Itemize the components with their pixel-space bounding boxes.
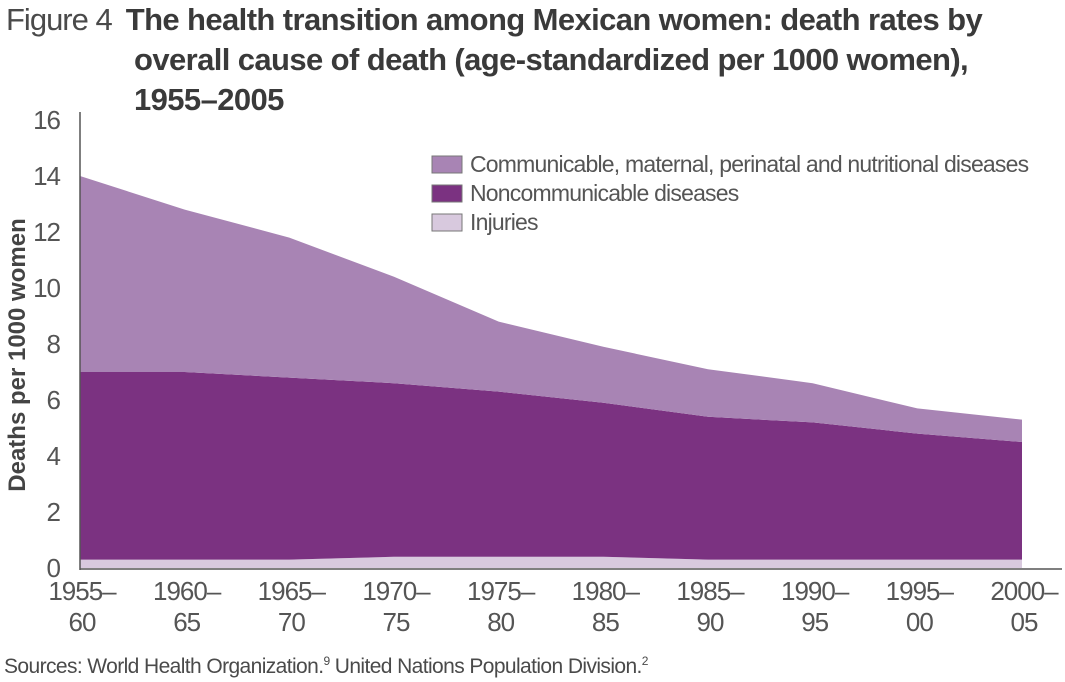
x-tick-label-top: 1965– <box>258 576 327 606</box>
x-tick-label-bottom: 70 <box>278 607 305 637</box>
x-tick-label-bottom: 00 <box>906 607 933 637</box>
title-text-3: 1955–2005 <box>134 82 284 117</box>
figure-label: Figure 4 <box>6 2 113 37</box>
y-tick-label: 2 <box>47 497 61 527</box>
x-tick-label-top: 1990– <box>781 576 850 606</box>
x-tick-label-bottom: 65 <box>173 607 200 637</box>
y-tick-label: 6 <box>47 385 61 415</box>
source-ref-2: 2 <box>641 654 649 668</box>
y-tick-label: 12 <box>33 217 60 247</box>
source-note: Sources: World Health Organization.9 Uni… <box>4 654 648 679</box>
title-line-2: overall cause of death (age-standardized… <box>6 40 1056 80</box>
area-series-communicable-maternal-perinatal-and-nutritional-diseases <box>80 176 1022 442</box>
source-text-2: United Nations Population Division. <box>329 655 643 678</box>
legend-label: Injuries <box>470 209 538 235</box>
title-text-1: The health transition among Mexican wome… <box>125 2 983 37</box>
source-text-1: Sources: World Health Organization. <box>4 655 324 678</box>
figure-title: Figure 4 The health transition among Mexi… <box>6 0 1056 120</box>
source-ref-1: 9 <box>323 654 330 668</box>
y-tick-label: 8 <box>47 329 61 359</box>
x-tick-label-top: 1970– <box>362 576 431 606</box>
x-tick-label-bottom: 60 <box>69 607 96 637</box>
title-line-3: 1955–2005 <box>6 80 1056 120</box>
legend-label: Communicable, maternal, perinatal and nu… <box>470 151 1029 177</box>
legend-swatch <box>431 155 463 174</box>
legend-swatch <box>431 213 463 232</box>
x-tick-label-bottom: 90 <box>697 607 724 637</box>
y-tick-label: 4 <box>47 441 61 471</box>
x-tick-label-bottom: 95 <box>801 607 828 637</box>
x-tick-label-top: 1995– <box>886 576 955 606</box>
x-tick-label-top: 1975– <box>467 576 536 606</box>
x-tick-label-bottom: 80 <box>487 607 514 637</box>
title-text-2: overall cause of death (age-standardized… <box>134 42 969 77</box>
y-tick-label: 0 <box>47 553 61 583</box>
y-tick-label: 14 <box>33 161 60 191</box>
legend-swatch <box>431 184 463 203</box>
x-tick-label-bottom: 05 <box>1011 607 1038 637</box>
x-tick-label-top: 1980– <box>572 576 641 606</box>
x-tick-label-top: 1985– <box>676 576 745 606</box>
x-tick-label-top: 2000– <box>990 576 1059 606</box>
area-series-noncommunicable-diseases <box>80 372 1022 560</box>
y-tick-label: 10 <box>33 273 60 303</box>
x-tick-label-top: 1955– <box>48 576 117 606</box>
x-tick-label-bottom: 75 <box>383 607 410 637</box>
title-line-1: Figure 4 The health transition among Mexi… <box>6 0 1056 40</box>
y-axis-label: Deaths per 1000 women <box>4 218 31 491</box>
x-tick-label-top: 1960– <box>153 576 222 606</box>
x-tick-label-bottom: 85 <box>592 607 619 637</box>
legend-label: Noncommunicable diseases <box>470 180 739 206</box>
y-tick-label: 16 <box>33 105 60 135</box>
